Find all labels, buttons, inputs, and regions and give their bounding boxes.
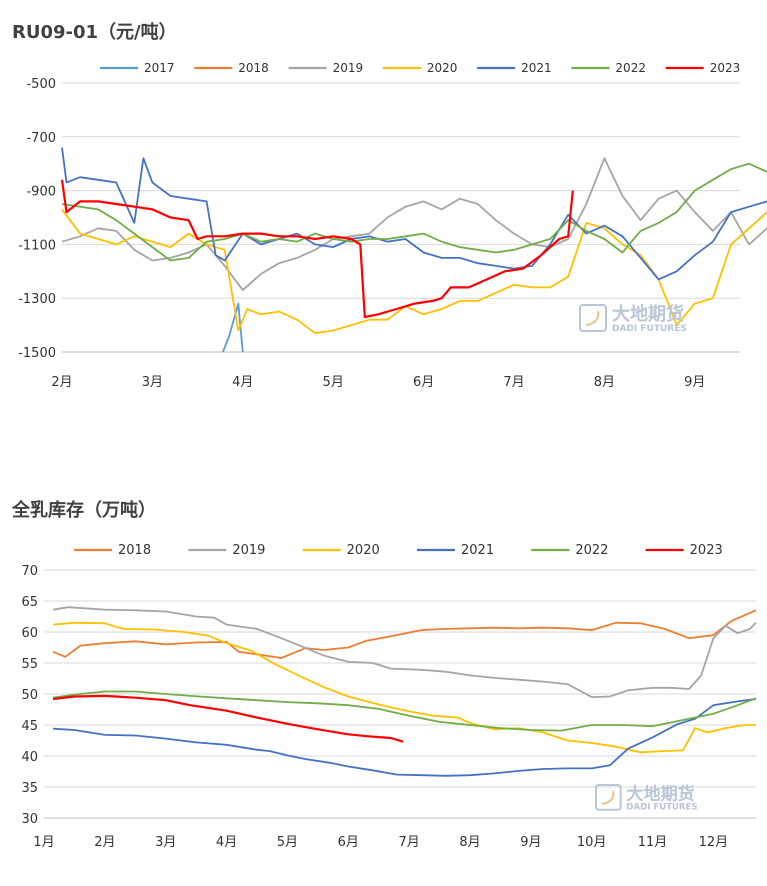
x-tick-label: 7月 <box>503 375 524 390</box>
series-line-2023 <box>60 179 574 319</box>
legend-label-2022: 2022 <box>615 61 646 75</box>
watermark-en: DADI FUTURES <box>626 803 697 813</box>
x-tick-label: 5月 <box>277 835 298 850</box>
legend-label-2023: 2023 <box>690 543 723 558</box>
legend-label-2023: 2023 <box>710 61 741 75</box>
legend-label-2020: 2020 <box>427 61 458 75</box>
logo-mark <box>595 784 622 811</box>
x-tick-label: 3月 <box>142 375 163 390</box>
inventory-chart: 70 65 60 55 50 45 40 35 30 1月 2月 3月 4月 5月 6月 7月 8月 9月 10月 1… <box>21 543 757 850</box>
y-tick-label: -900 <box>26 185 56 200</box>
spread-chart: -500 -700 -900 -1100 -1300 -1500 2月 3月 4月 5月 6月 7月 8… <box>18 61 767 390</box>
legend-label-2021: 2021 <box>521 61 552 75</box>
series-line-2021 <box>61 147 767 281</box>
x-tick-label: 10月 <box>577 835 607 850</box>
x-tick-label: 9月 <box>520 835 541 850</box>
x-tick-label: 3月 <box>155 835 176 850</box>
series-line-2021 <box>53 698 757 777</box>
x-tick-label: 2月 <box>94 835 115 850</box>
legend-label-2019: 2019 <box>232 543 265 558</box>
watermark-cn: 大地期货 <box>612 303 684 325</box>
legend-label-2020: 2020 <box>347 543 380 558</box>
y-tick-label: 65 <box>21 595 38 610</box>
series-line-2020 <box>53 621 756 754</box>
x-tick-label: 11月 <box>638 835 668 850</box>
series-line-2019 <box>52 606 757 699</box>
series-line-2020 <box>61 208 767 335</box>
series-line-2019 <box>61 157 767 292</box>
legend-label-2017: 2017 <box>144 61 175 75</box>
x-tick-label: 6月 <box>338 835 359 850</box>
x-tick-label: 9月 <box>684 375 705 390</box>
series-line-2018 <box>52 609 757 659</box>
x-tick-label: 5月 <box>323 375 344 390</box>
series-line-2022 <box>61 162 767 262</box>
legend-label-2021: 2021 <box>461 543 494 558</box>
y-tick-label: -500 <box>26 77 56 92</box>
x-tick-label: 4月 <box>216 835 237 850</box>
y-tick-label: -700 <box>26 131 56 146</box>
y-tick-label: 35 <box>21 781 38 796</box>
x-tick-label: 7月 <box>398 835 419 850</box>
legend-label-2019: 2019 <box>333 61 364 75</box>
spread-chart-panel: RU09-01（元/吨） -500 -700 -900 -1100 -1300 -1500… <box>0 0 767 420</box>
watermark-en: DADI FUTURES <box>612 324 687 334</box>
y-tick-label: -1500 <box>18 346 56 361</box>
logo-swoosh <box>601 790 615 805</box>
x-tick-label: 6月 <box>413 375 434 390</box>
y-tick-label: 55 <box>21 657 38 672</box>
x-tick-label: 8月 <box>594 375 615 390</box>
y-tick-label: -1100 <box>18 238 56 253</box>
y-tick-label: 40 <box>21 750 38 765</box>
spread-chart-title: RU09-01（元/吨） <box>12 22 177 43</box>
x-tick-label: 8月 <box>459 835 480 850</box>
y-tick-label: 30 <box>21 812 38 827</box>
x-tick-label: 1月 <box>33 835 54 850</box>
x-tick-label: 4月 <box>232 375 253 390</box>
y-tick-label: 50 <box>21 688 38 703</box>
series-line-2023 <box>52 694 404 743</box>
inventory-chart-title: 全乳库存（万吨） <box>12 500 156 521</box>
inventory-chart-panel: 全乳库存（万吨） 70 65 60 55 50 45 40 35 30 1月 2月 3月 4月 5月 6月 7… <box>0 470 767 886</box>
legend-label-2018: 2018 <box>118 543 151 558</box>
y-tick-label: 70 <box>21 564 38 579</box>
y-tick-label: -1300 <box>18 292 56 307</box>
legend-label-2022: 2022 <box>575 543 608 558</box>
logo-swoosh <box>585 310 600 326</box>
y-tick-label: 60 <box>21 626 38 641</box>
logo-mark <box>579 304 607 332</box>
x-tick-label: 2月 <box>51 375 72 390</box>
x-tick-label: 12月 <box>699 835 729 850</box>
legend-label-2018: 2018 <box>238 61 269 75</box>
y-tick-label: 45 <box>21 719 38 734</box>
watermark-cn: 大地期货 <box>626 783 694 804</box>
series-line-2022 <box>52 690 757 732</box>
series-line-2017 <box>222 302 244 353</box>
